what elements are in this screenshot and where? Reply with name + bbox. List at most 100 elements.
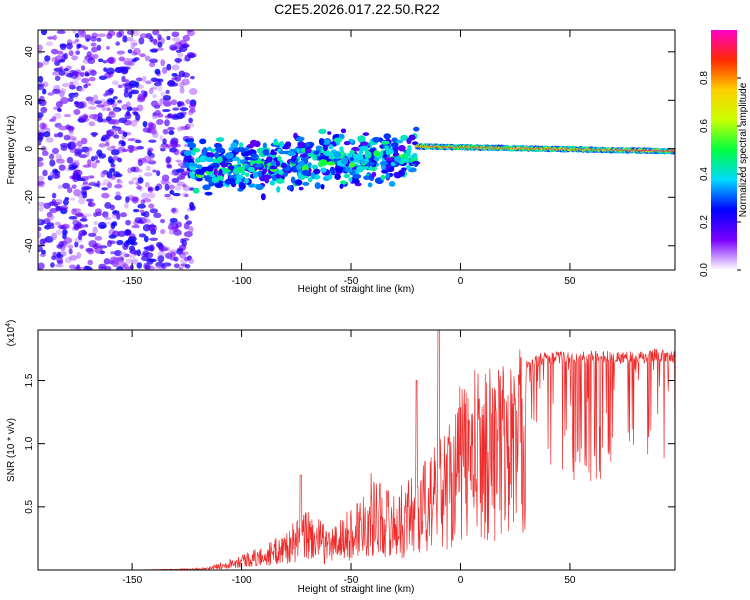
heatmap-noise-blob bbox=[165, 89, 170, 95]
heatmap-noise-blob bbox=[131, 196, 139, 204]
heatmap-band-blob bbox=[278, 150, 286, 155]
heatmap-band-blob bbox=[247, 183, 256, 188]
heatmap-x-ticks: -150 -100 -50 0 50 bbox=[122, 30, 576, 287]
heatmap-band-blob bbox=[403, 157, 410, 163]
heatmap-noise-blob bbox=[113, 171, 120, 177]
heatmap-band-blob bbox=[379, 161, 389, 166]
heatmap-band-blob bbox=[305, 142, 310, 147]
heatmap-band-blob bbox=[383, 133, 392, 140]
heatmap-noise-blob bbox=[38, 99, 47, 107]
heatmap-noise-blob bbox=[137, 220, 144, 224]
heatmap-noise-blob bbox=[43, 131, 51, 138]
snr-x-tick-label: -50 bbox=[344, 575, 359, 586]
heatmap-noise-blob bbox=[84, 224, 89, 228]
heatmap-noise-blob bbox=[100, 171, 106, 178]
heatmap-band-blob bbox=[343, 141, 351, 146]
heatmap-x-axis-label: Height of straight line (km) bbox=[298, 284, 415, 295]
heatmap-band-blob bbox=[199, 138, 207, 145]
heatmap-noise-blob bbox=[153, 212, 162, 218]
heatmap-noise-blob bbox=[81, 77, 90, 84]
heatmap-band-blob bbox=[340, 157, 349, 165]
heatmap-band-blob bbox=[231, 156, 240, 161]
heatmap-band-blob bbox=[298, 160, 305, 166]
heatmap-noise-blob bbox=[45, 137, 54, 143]
heatmap-noise-blob bbox=[125, 101, 131, 108]
heatmap-band-blob bbox=[284, 141, 292, 148]
heatmap-band-blob bbox=[183, 150, 192, 157]
heatmap-noise-blob bbox=[186, 30, 194, 33]
heatmap-y-tick-label: 0 bbox=[24, 146, 35, 152]
heatmap-noise-blob bbox=[97, 33, 106, 38]
heatmap-noise-blob bbox=[68, 264, 76, 270]
heatmap-noise-blob bbox=[55, 253, 64, 259]
heatmap-noise-blob bbox=[160, 178, 169, 185]
heatmap-noise-blob bbox=[66, 42, 73, 50]
heatmap-noise-blob bbox=[51, 116, 57, 122]
heatmap-noise-blob bbox=[145, 165, 151, 172]
heatmap-noise-blob bbox=[121, 141, 126, 147]
heatmap-noise-blob bbox=[70, 141, 77, 150]
heatmap-noise-blob bbox=[68, 129, 74, 137]
heatmap-noise-blob bbox=[38, 85, 44, 91]
heatmap-band-blob bbox=[387, 166, 395, 172]
heatmap-noise-blob bbox=[173, 148, 180, 156]
heatmap-noise-blob bbox=[131, 177, 139, 181]
heatmap-noise-blob bbox=[152, 30, 160, 36]
heatmap-band-blob bbox=[301, 169, 310, 176]
heatmap-band-blob bbox=[199, 155, 207, 163]
heatmap-band-blob bbox=[335, 166, 343, 173]
heatmap-noise-blob bbox=[67, 97, 74, 102]
heatmap-noise-blob bbox=[97, 58, 104, 63]
heatmap-noise-blob bbox=[38, 201, 45, 207]
heatmap-band-blob bbox=[194, 157, 200, 164]
heatmap-band-blob bbox=[297, 172, 302, 180]
heatmap-noise-blob bbox=[98, 153, 106, 159]
heatmap-band-blob bbox=[357, 135, 366, 143]
heatmap-noise-blob bbox=[152, 102, 160, 106]
heatmap-noise-blob bbox=[92, 226, 98, 234]
heatmap-band-blob bbox=[355, 153, 364, 161]
figure-title: C2E5.2026.017.22.50.R22 bbox=[274, 1, 440, 17]
heatmap-band-blob bbox=[340, 180, 347, 185]
heatmap-noise-blob bbox=[38, 135, 43, 143]
heatmap-band-blob bbox=[326, 161, 336, 166]
heatmap-noise-blob bbox=[140, 192, 150, 200]
heatmap-noise-blob bbox=[55, 158, 65, 164]
heatmap-noise-blob bbox=[119, 251, 127, 258]
heatmap-noise-blob bbox=[147, 186, 154, 193]
heatmap-noise-blob bbox=[49, 207, 58, 213]
heatmap-band-blob bbox=[296, 136, 305, 142]
heatmap-noise-blob bbox=[181, 237, 190, 241]
heatmap-band-blob bbox=[211, 176, 219, 183]
heatmap-band-blob bbox=[290, 176, 296, 184]
heatmap-noise-blob bbox=[162, 94, 172, 101]
heatmap-noise-blob bbox=[114, 195, 122, 201]
heatmap-noise-blob bbox=[190, 75, 195, 80]
heatmap-noise-blob bbox=[93, 212, 98, 218]
heatmap-band-blob bbox=[213, 143, 223, 148]
snr-frame bbox=[37, 329, 676, 571]
heatmap-band-blob bbox=[276, 186, 281, 193]
heatmap-noise-blob bbox=[153, 104, 161, 109]
heatmap-noise-blob bbox=[122, 148, 128, 153]
heatmap-noise-blob bbox=[172, 107, 180, 111]
heatmap-noise-blob bbox=[63, 68, 69, 72]
heatmap-noise-blob bbox=[173, 263, 180, 269]
heatmap-band-blob bbox=[302, 181, 310, 186]
heatmap-noise-blob bbox=[107, 156, 113, 164]
heatmap-noise-blob bbox=[61, 223, 70, 230]
snr-panel: -150 -100 -50 0 50 0.5 1.0 1.5 Height of strai… bbox=[5, 320, 676, 595]
heatmap-noise-blob bbox=[144, 252, 154, 259]
heatmap-noise-blob bbox=[159, 145, 168, 150]
heatmap-noise-blob bbox=[58, 164, 66, 171]
heatmap-noise-blob bbox=[79, 71, 85, 78]
heatmap-noise-blob bbox=[131, 258, 139, 265]
heatmap-noise-blob bbox=[170, 207, 179, 214]
heatmap-noise-blob bbox=[78, 87, 85, 93]
heatmap-noise-blob bbox=[166, 63, 172, 71]
heatmap-noise-blob bbox=[169, 172, 176, 176]
heatmap-band-blob bbox=[298, 186, 304, 191]
heatmap-noise-blob bbox=[142, 120, 148, 128]
heatmap-noise-blob bbox=[171, 31, 180, 38]
heatmap-noise-blob bbox=[106, 107, 111, 112]
